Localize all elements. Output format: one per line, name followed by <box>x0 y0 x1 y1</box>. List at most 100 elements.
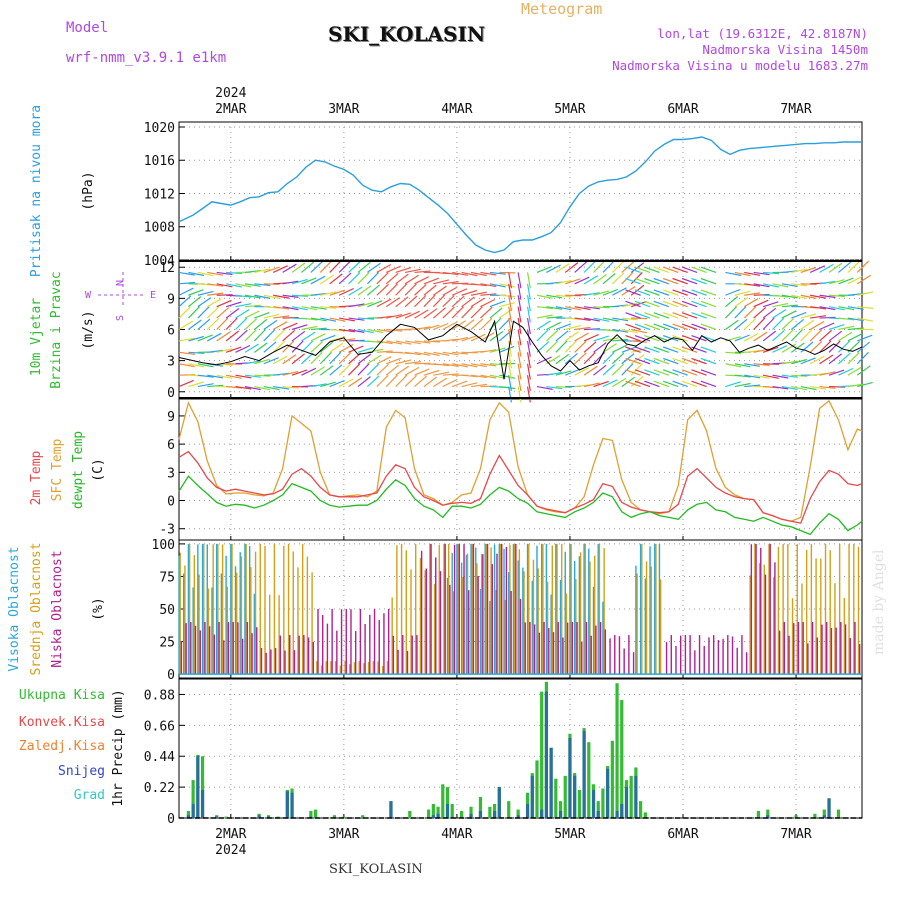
wind-barb <box>809 329 823 342</box>
wind-barb <box>235 317 248 330</box>
wind-barb <box>395 296 409 308</box>
wind-barb <box>442 306 455 319</box>
precip-total-bar <box>794 815 798 818</box>
wind-barb <box>762 283 779 288</box>
wind-barb <box>207 374 224 379</box>
wind-barb <box>517 363 522 380</box>
wind-barb <box>320 306 337 309</box>
wind-barb <box>395 312 411 319</box>
wind-barb <box>442 351 459 356</box>
wind-barb <box>235 344 251 353</box>
wind-barb <box>838 367 854 376</box>
wind-barb <box>625 335 641 342</box>
wind-barb <box>857 381 873 388</box>
wind-barb <box>414 309 429 319</box>
wind-barb <box>244 310 260 319</box>
wind-barb <box>282 294 299 298</box>
wind-barb <box>612 377 627 388</box>
precip-total-bar <box>191 780 195 818</box>
wind-barb <box>621 272 634 285</box>
sfc-temp-axis-label: SFC Temp <box>50 439 65 502</box>
wind-barb <box>574 306 591 311</box>
wind-barb <box>452 271 469 276</box>
snow-bar <box>606 768 610 818</box>
precip-total-bar <box>610 740 614 818</box>
wind-barb <box>423 308 438 319</box>
wind-barb <box>423 351 440 357</box>
wind-barb <box>489 271 506 275</box>
precip-total-bar <box>813 813 817 818</box>
wind-barb <box>772 302 789 308</box>
wind-barb <box>725 296 739 308</box>
wind-barb <box>404 274 419 285</box>
wind-barb <box>254 283 271 287</box>
wind-barb <box>207 271 224 276</box>
wind-barb <box>357 347 374 353</box>
wind-barb <box>414 283 427 296</box>
wind-barb <box>546 385 563 390</box>
wind-barb <box>700 323 717 331</box>
wind-barb <box>611 363 625 376</box>
wind-barb <box>621 302 638 308</box>
precip-total-bar <box>615 683 619 818</box>
wind-barb <box>273 315 290 319</box>
precip-total-bar <box>577 789 581 818</box>
wind-barb <box>612 344 627 353</box>
wind-barb <box>489 363 506 366</box>
wind-barb <box>644 380 660 388</box>
wind-barb <box>225 301 242 308</box>
wind-barb <box>847 275 863 285</box>
wind-barb <box>385 374 398 388</box>
wind-barb <box>282 322 298 331</box>
wind-barb <box>451 295 465 308</box>
wind-barb <box>555 353 570 365</box>
wind-barb <box>329 364 343 376</box>
wind-barb <box>545 329 559 342</box>
wind-barb <box>691 277 707 285</box>
wind-barb <box>225 374 242 379</box>
wind-barb <box>414 362 431 365</box>
wind-barb <box>744 271 761 276</box>
wind-barb <box>348 317 365 321</box>
wind-barb <box>734 334 750 342</box>
wind-barb <box>653 266 670 273</box>
wind-barb <box>357 353 372 365</box>
bottom-date-label: 6MAR <box>667 827 698 842</box>
wind-barb <box>489 307 503 319</box>
wind-barb <box>216 374 233 379</box>
wind-barb <box>244 329 257 342</box>
temp-unit-label: (C) <box>91 458 106 481</box>
wind-barb <box>644 277 660 285</box>
wind-barb <box>593 364 607 376</box>
wind-barb <box>178 337 195 342</box>
bottom-date-label: 5MAR <box>554 827 585 842</box>
wind-barb <box>791 385 808 391</box>
precip-total-bar <box>186 810 191 818</box>
wind-barb <box>329 351 342 365</box>
wind-barb <box>526 295 531 312</box>
wind-barb <box>244 318 258 330</box>
wind-barb <box>857 317 874 322</box>
wind-barb <box>611 352 625 365</box>
wind-barb <box>225 330 239 342</box>
precip-total-bar <box>756 810 760 818</box>
precip-total-bar <box>460 810 464 818</box>
wind-barb <box>357 363 370 376</box>
wind-barb <box>178 379 194 388</box>
wind-barb <box>291 278 308 285</box>
wind-barb <box>235 303 252 308</box>
wind-barb <box>178 271 195 276</box>
wind-barb <box>672 266 688 273</box>
wind-barb <box>536 329 549 342</box>
wind-barb <box>339 328 356 333</box>
wind-axis-sublabel: Brzina i Pravac <box>49 271 64 388</box>
wind-barb <box>188 271 205 277</box>
wind-barb <box>216 317 229 330</box>
wind-barb <box>762 307 777 319</box>
wind-barb <box>405 361 422 365</box>
wind-barb <box>634 289 651 296</box>
precip-total-bar <box>309 810 313 818</box>
wind-barb <box>197 271 214 277</box>
wind-barb <box>700 312 717 319</box>
wind-barb <box>828 306 845 311</box>
